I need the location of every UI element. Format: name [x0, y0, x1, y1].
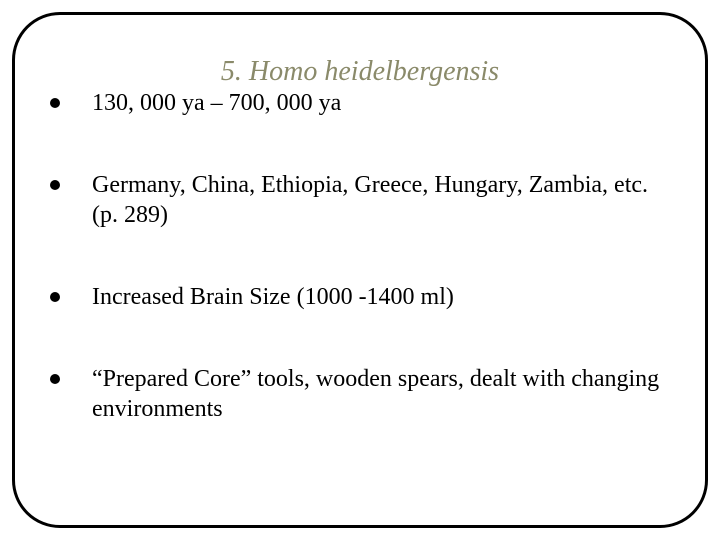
bullet-icon: [50, 374, 60, 384]
bullet-icon: [50, 180, 60, 190]
bullet-text: “Prepared Core” tools, wooden spears, de…: [92, 364, 670, 424]
list-item: “Prepared Core” tools, wooden spears, de…: [50, 364, 670, 424]
list-item: Increased Brain Size (1000 -1400 ml): [50, 282, 670, 312]
bullet-icon: [50, 98, 60, 108]
bullet-text: Germany, China, Ethiopia, Greece, Hungar…: [92, 170, 670, 230]
bullet-text: 130, 000 ya – 700, 000 ya: [92, 88, 670, 118]
bullet-icon: [50, 292, 60, 302]
slide-frame: 5. Homo heidelbergensis 130, 000 ya – 70…: [0, 0, 720, 540]
slide-content: 130, 000 ya – 700, 000 ya Germany, China…: [50, 88, 670, 424]
slide-title: 5. Homo heidelbergensis: [0, 56, 720, 88]
list-item: Germany, China, Ethiopia, Greece, Hungar…: [50, 170, 670, 230]
list-item: 130, 000 ya – 700, 000 ya: [50, 88, 670, 118]
bullet-text: Increased Brain Size (1000 -1400 ml): [92, 282, 670, 312]
